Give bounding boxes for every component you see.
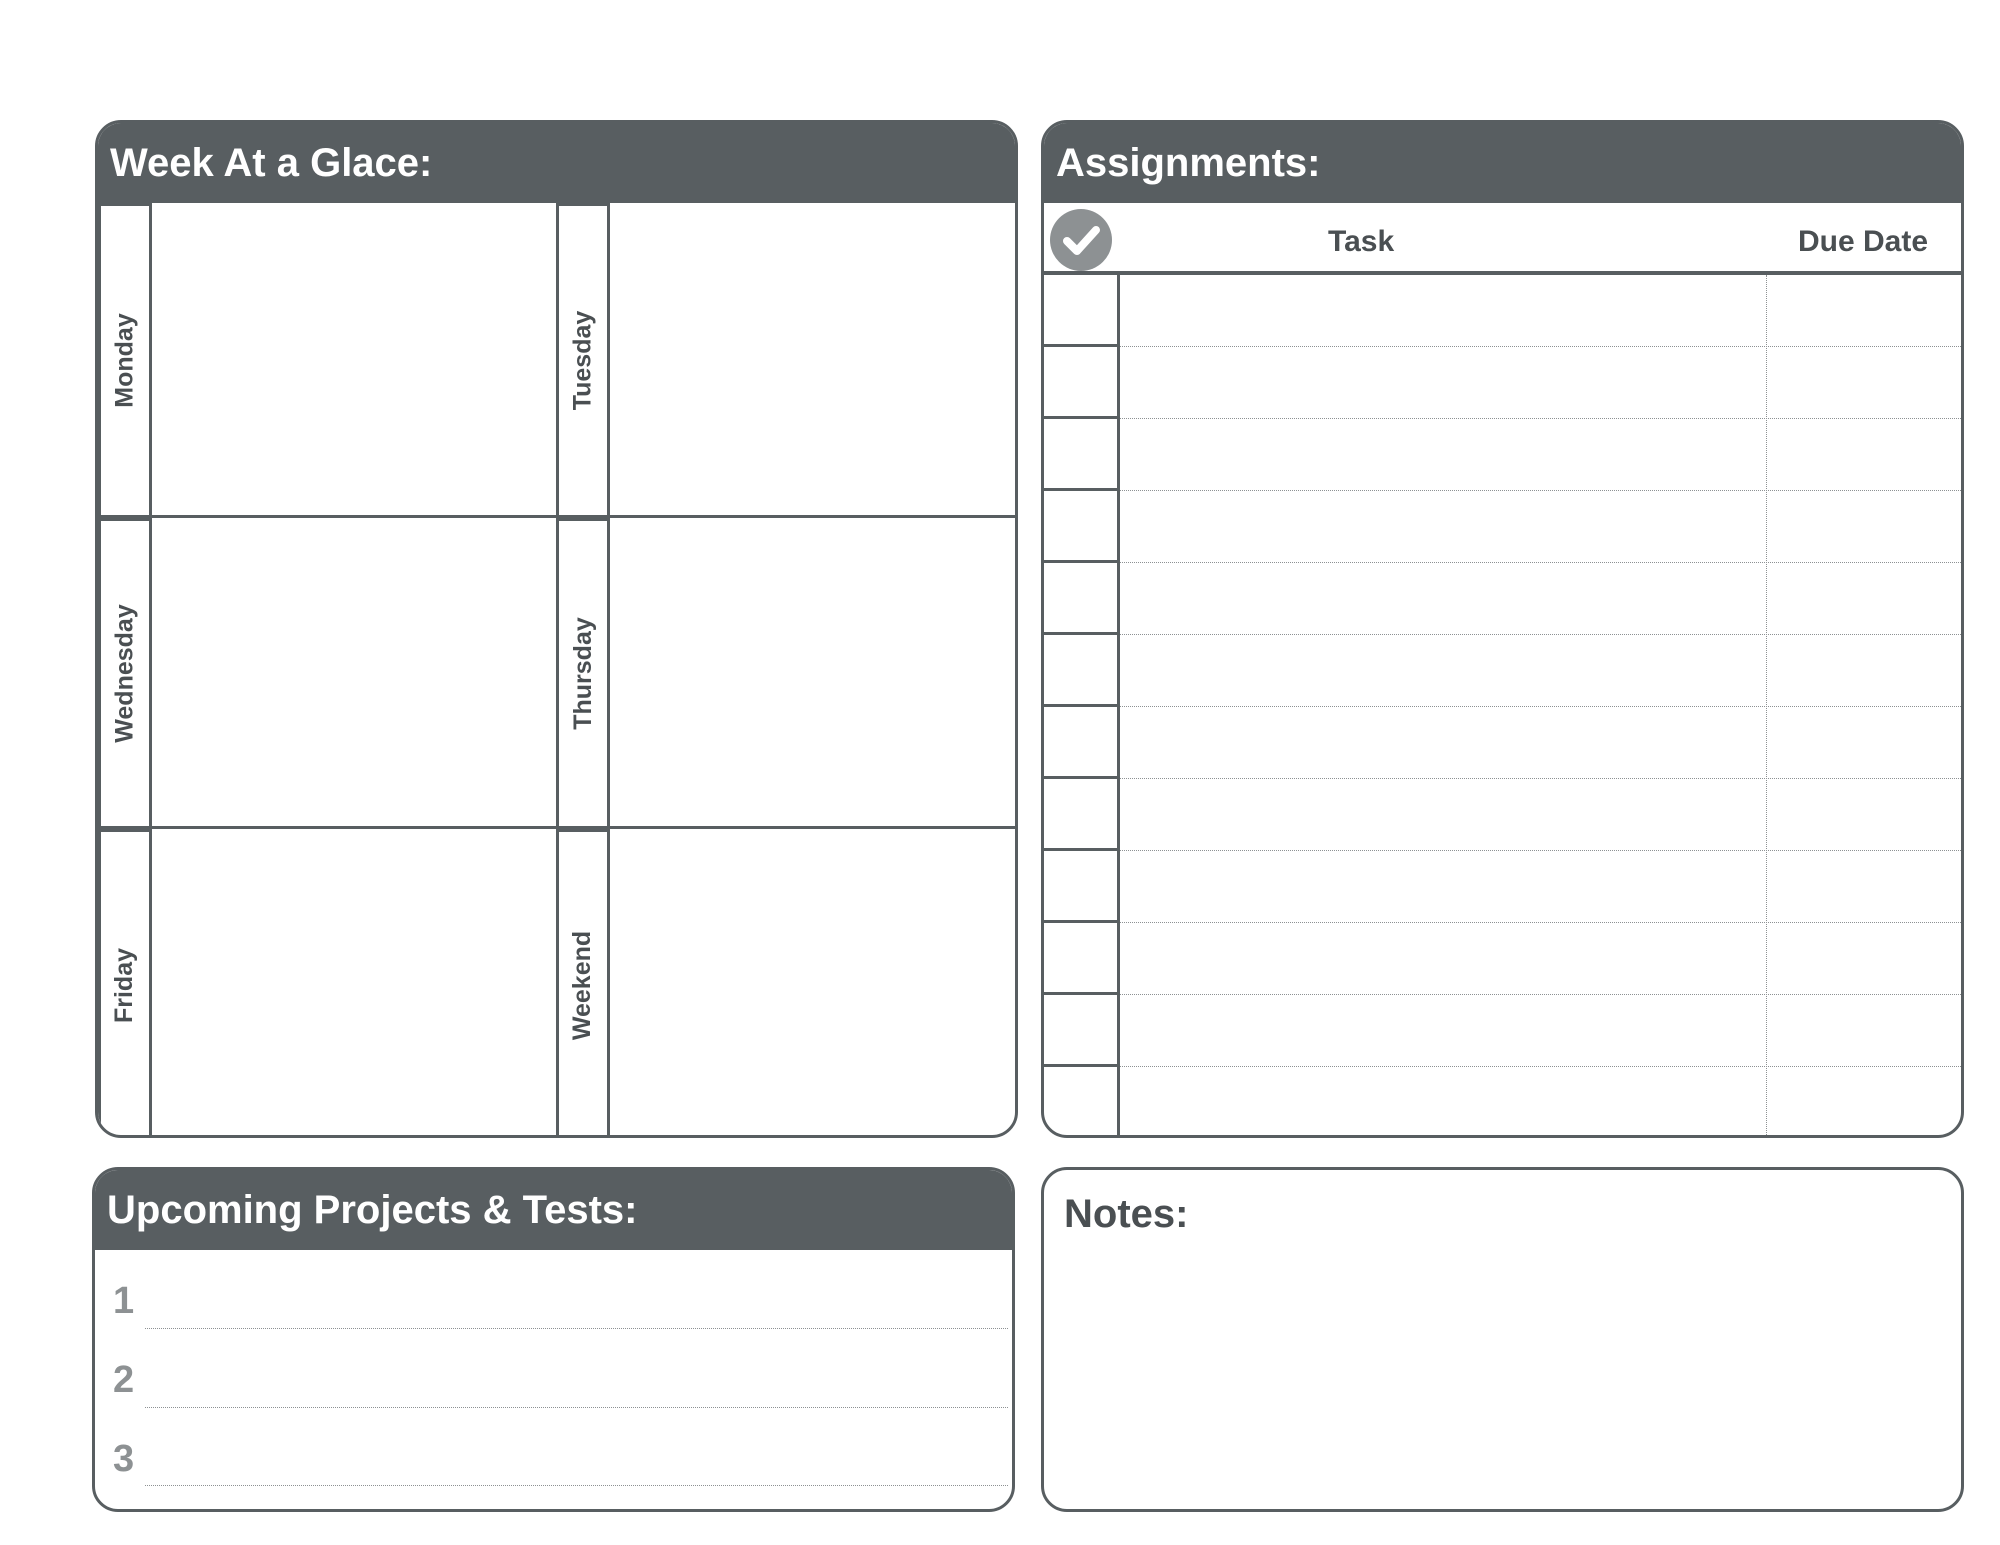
day-label-thursday: Thursday <box>556 518 610 829</box>
assignments-title: Assignments: <box>1044 123 1961 203</box>
assignment-row[interactable] <box>1044 275 1961 347</box>
project-line-3[interactable] <box>145 1485 1008 1486</box>
assignments-column-header: Task Due Date <box>1044 203 1961 275</box>
assignment-row[interactable] <box>1044 347 1961 419</box>
notes-title: Notes: <box>1064 1192 1189 1236</box>
assignment-row[interactable] <box>1044 995 1961 1067</box>
assignment-checkbox[interactable] <box>1044 275 1120 347</box>
project-number: 1 <box>113 1280 135 1322</box>
day-cell-wednesday[interactable] <box>152 518 559 829</box>
assignment-checkbox[interactable] <box>1044 491 1120 563</box>
assignment-checkbox[interactable] <box>1044 419 1120 491</box>
project-number: 2 <box>113 1359 135 1401</box>
assignment-checkbox[interactable] <box>1044 1067 1120 1135</box>
assignment-row[interactable] <box>1044 563 1961 635</box>
day-label-friday: Friday <box>98 829 152 1135</box>
assignment-row[interactable] <box>1044 923 1961 995</box>
day-name: Tuesday <box>568 310 597 411</box>
day-label-wednesday: Wednesday <box>98 518 152 829</box>
upcoming-projects-panel: Upcoming Projects & Tests: 1 2 3 <box>92 1167 1015 1512</box>
day-cell-friday[interactable] <box>152 829 559 1135</box>
day-name: Wednesday <box>110 604 139 743</box>
assignment-checkbox[interactable] <box>1044 635 1120 707</box>
day-cell-tuesday[interactable] <box>610 203 1015 518</box>
day-cell-thursday[interactable] <box>610 518 1015 829</box>
notes-panel[interactable]: Notes: <box>1041 1167 1964 1512</box>
assignment-row[interactable] <box>1044 851 1961 923</box>
day-name: Friday <box>110 947 139 1023</box>
assignment-row[interactable] <box>1044 419 1961 491</box>
day-cell-weekend[interactable] <box>610 829 1015 1135</box>
day-name: Monday <box>110 313 139 408</box>
assignment-row[interactable] <box>1044 491 1961 563</box>
projects-title: Upcoming Projects & Tests: <box>95 1170 1012 1250</box>
day-cell-monday[interactable] <box>152 203 559 518</box>
week-title: Week At a Glace: <box>98 123 1015 203</box>
assignment-checkbox[interactable] <box>1044 923 1120 995</box>
due-date-divider <box>1766 275 1767 1135</box>
assignment-row[interactable] <box>1044 1067 1961 1135</box>
project-line-1[interactable] <box>145 1328 1008 1329</box>
day-label-monday: Monday <box>98 203 152 518</box>
assignment-row[interactable] <box>1044 635 1961 707</box>
day-label-weekend: Weekend <box>556 829 610 1135</box>
due-date-column-label: Due Date <box>1798 225 1929 258</box>
assignment-checkbox[interactable] <box>1044 707 1120 779</box>
check-circle-icon <box>1050 209 1112 271</box>
assignment-checkbox[interactable] <box>1044 779 1120 851</box>
assignments-panel: Assignments: Task Due Date <box>1041 120 1964 1138</box>
day-label-tuesday: Tuesday <box>556 203 610 518</box>
project-number: 3 <box>113 1438 135 1480</box>
assignment-checkbox[interactable] <box>1044 563 1120 635</box>
assignment-row[interactable] <box>1044 779 1961 851</box>
week-at-a-glance-panel: Week At a Glace: Monday Tuesday Wednesday T… <box>95 120 1018 1138</box>
task-column-label: Task <box>1328 225 1395 258</box>
project-line-2[interactable] <box>145 1407 1008 1408</box>
assignment-checkbox[interactable] <box>1044 995 1120 1067</box>
day-name: Weekend <box>568 930 597 1040</box>
assignment-checkbox[interactable] <box>1044 851 1120 923</box>
assignment-row[interactable] <box>1044 707 1961 779</box>
day-name: Thursday <box>568 617 597 730</box>
assignment-checkbox[interactable] <box>1044 347 1120 419</box>
